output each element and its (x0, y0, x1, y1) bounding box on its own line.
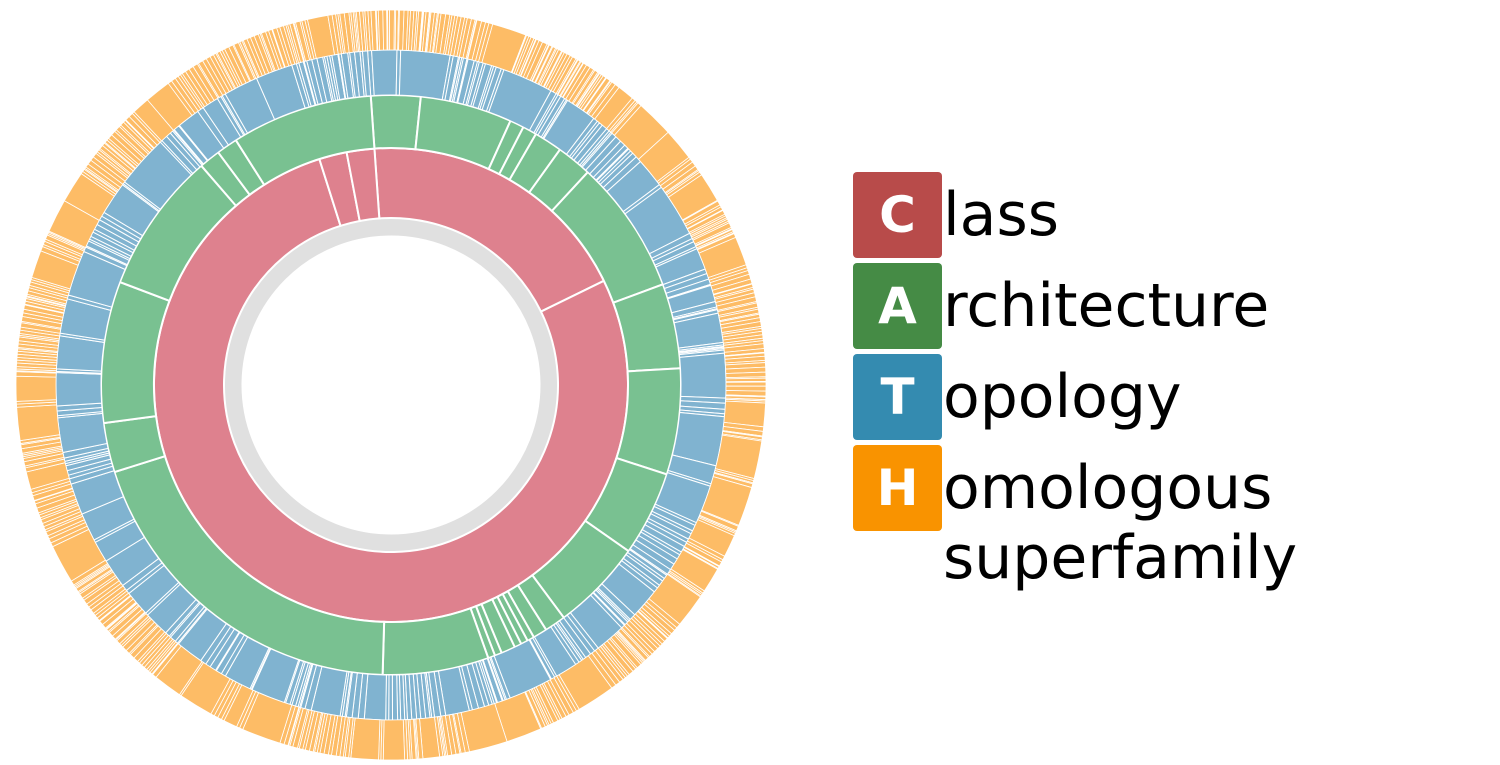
architecture-label: rchitecture (943, 271, 1270, 341)
legend-item-architecture: A rchitecture (853, 263, 1297, 354)
center-ring (224, 218, 558, 552)
homologous-label-line1: omologous (943, 453, 1273, 523)
architecture-segment (369, 94, 422, 151)
architecture-badge: A (853, 263, 942, 349)
class-label: lass (943, 180, 1059, 250)
homologous-superfamily-ring (15, 9, 767, 761)
class-badge: C (853, 172, 942, 258)
topology-segment (371, 49, 398, 97)
homologous-segment (362, 10, 368, 52)
topology-segment (55, 372, 103, 407)
topology-segment (398, 49, 451, 101)
homologous-segment (350, 717, 381, 761)
homologous-segment (725, 381, 767, 387)
homologous-segment (389, 9, 395, 51)
legend: C lass A rchitecture T opology H omologo… (853, 172, 1297, 593)
legend-item-homologous-superfamily: H omologous superfamily (853, 445, 1297, 593)
topology-segment (391, 674, 399, 721)
topology-label: opology (943, 362, 1182, 432)
cath-sunburst-chart (15, 9, 767, 761)
topology-badge: T (853, 354, 942, 440)
homologous-label-line2: superfamily (943, 523, 1298, 593)
homologous-segment (16, 404, 61, 442)
homologous-segment (15, 375, 57, 402)
legend-item-topology: T opology (853, 354, 1297, 445)
legend-item-class: C lass (853, 172, 1297, 263)
homologous-label: omologous superfamily (943, 453, 1297, 593)
homologous-segment (382, 719, 406, 761)
topology-ring (55, 49, 727, 721)
topology-segment (679, 352, 727, 399)
homologous-badge: H (853, 445, 942, 531)
